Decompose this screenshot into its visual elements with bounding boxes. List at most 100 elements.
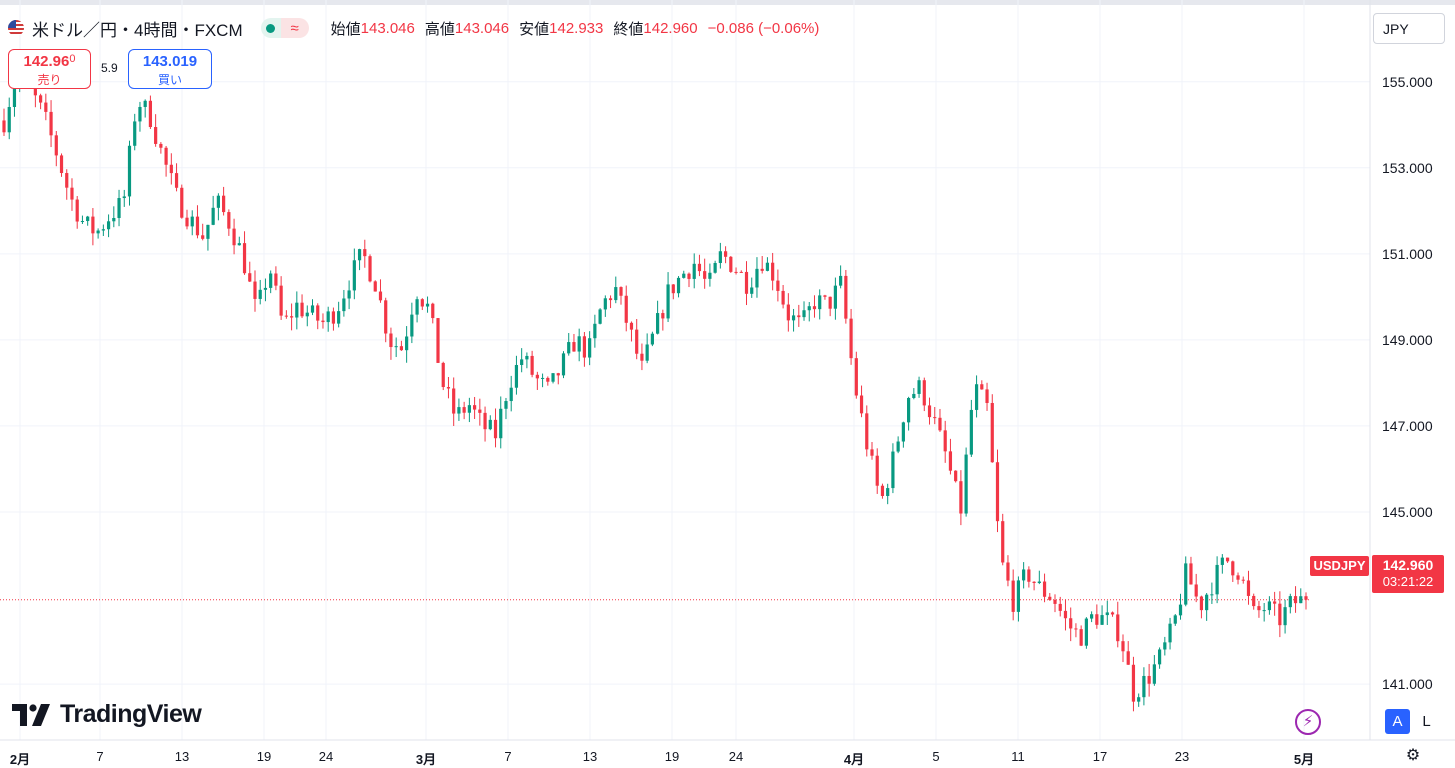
candle-body — [232, 228, 236, 246]
candle — [154, 114, 158, 147]
candle — [211, 195, 215, 226]
candle — [786, 293, 790, 332]
candle-body — [556, 373, 560, 376]
candle — [91, 208, 95, 246]
candle — [703, 258, 707, 289]
candle — [1220, 554, 1224, 574]
gear-icon[interactable]: ⚙ — [1405, 747, 1421, 764]
candle — [520, 348, 524, 373]
candle — [331, 307, 336, 331]
candle — [1048, 593, 1052, 601]
tradingview-logo[interactable]: TradingView — [12, 700, 202, 729]
candle-body — [875, 455, 879, 486]
candle — [739, 270, 743, 273]
sell-button[interactable]: 142.960 売り — [8, 49, 91, 89]
buy-button[interactable]: 143.019 買い — [128, 49, 212, 89]
candle — [106, 214, 111, 238]
candle-body — [760, 268, 764, 271]
candle-body — [1100, 615, 1104, 625]
candle-body — [1121, 641, 1125, 652]
candle — [1131, 656, 1136, 712]
log-scale-button[interactable]: L — [1422, 713, 1431, 730]
candle — [880, 483, 885, 499]
candle-body — [1220, 557, 1224, 565]
candle-body — [750, 287, 754, 294]
candle-body — [954, 470, 958, 482]
candle — [1027, 566, 1031, 588]
sell-price: 142.960 — [23, 53, 76, 70]
candle — [823, 294, 827, 300]
candle — [687, 272, 691, 288]
candle — [886, 483, 890, 505]
candle-body — [1225, 557, 1230, 562]
x-tick-label: 2月 — [9, 752, 31, 767]
symbol-title[interactable]: 米ドル／円・4時間・FXCM — [32, 20, 243, 40]
candle — [781, 284, 785, 309]
candle-body — [593, 323, 597, 339]
candle-body — [1152, 664, 1156, 684]
candle-body — [483, 412, 487, 430]
candle-body — [399, 346, 403, 351]
candle — [483, 406, 487, 442]
y-tick-label: 141.000 — [1382, 676, 1433, 693]
x-tick-label: 7 — [96, 749, 104, 764]
candle-body — [839, 275, 843, 286]
candle — [530, 350, 534, 378]
candle — [368, 254, 372, 283]
candle-body — [133, 121, 137, 146]
candle — [1100, 605, 1104, 626]
x-tick-label: 5 — [932, 749, 940, 764]
candle — [598, 308, 602, 325]
candle — [441, 361, 445, 391]
candle-body — [1257, 606, 1261, 611]
candle — [938, 408, 942, 432]
candle-body — [781, 290, 785, 305]
candle — [394, 337, 398, 358]
candle-body — [676, 277, 681, 294]
candle — [452, 377, 456, 426]
candle-body — [2, 120, 6, 133]
candle-body — [656, 313, 660, 334]
candle — [1173, 614, 1177, 626]
candle-body — [96, 230, 100, 234]
y-tick-label: 151.000 — [1382, 245, 1433, 262]
market-status[interactable]: ≈ — [260, 18, 309, 38]
candle — [415, 296, 419, 323]
candle-body — [718, 251, 722, 263]
candle-body — [1131, 664, 1136, 702]
candle — [812, 295, 817, 318]
candle-body — [933, 417, 937, 419]
candle-body — [1126, 651, 1130, 665]
candle-body — [504, 401, 508, 409]
candle — [1058, 596, 1062, 617]
candle — [425, 296, 430, 313]
candle-body — [1048, 596, 1052, 600]
candle — [431, 302, 435, 324]
candle-body — [1016, 580, 1021, 612]
candle — [279, 276, 283, 320]
candle-body — [776, 280, 780, 291]
candle-body — [859, 395, 864, 414]
candle-body — [927, 405, 932, 418]
candle-body — [242, 243, 247, 274]
candle — [1022, 562, 1026, 589]
currency-selector[interactable]: JPY — [1373, 13, 1445, 44]
candle — [410, 302, 414, 344]
candle — [907, 396, 911, 431]
candle — [1288, 593, 1292, 614]
candle — [201, 223, 205, 241]
candle — [1011, 569, 1015, 621]
candle-body — [1267, 601, 1271, 611]
lightning-icon[interactable]: ⚡ — [1295, 709, 1321, 735]
auto-scale-button[interactable]: A — [1385, 709, 1410, 734]
candle — [635, 318, 639, 360]
candle-body — [540, 377, 545, 379]
x-tick-label: 19 — [664, 749, 680, 764]
candle — [692, 253, 696, 289]
candle — [964, 447, 968, 517]
candle — [65, 169, 69, 200]
symbol-price-tag: USDJPY — [1310, 556, 1369, 576]
candle — [133, 113, 137, 151]
candle — [708, 263, 712, 287]
